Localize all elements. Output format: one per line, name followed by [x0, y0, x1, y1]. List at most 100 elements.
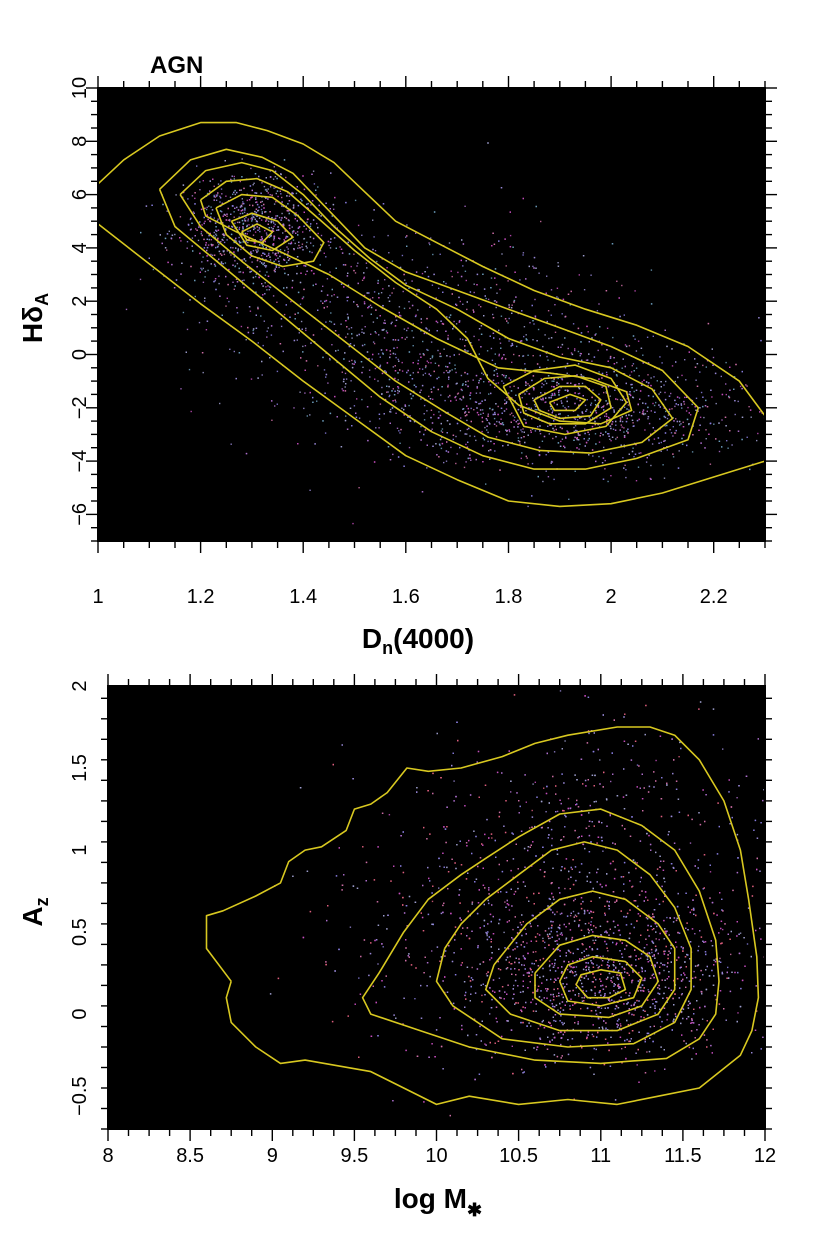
- scatter-point: [495, 382, 497, 385]
- scatter-point: [278, 260, 280, 263]
- scatter-point: [426, 444, 428, 446]
- scatter-point: [746, 385, 748, 387]
- scatter-point: [206, 255, 208, 257]
- scatter-point: [341, 371, 343, 373]
- scatter-point: [589, 418, 591, 420]
- scatter-point: [347, 318, 349, 320]
- scatter-point: [218, 282, 220, 285]
- scatter-point: [343, 358, 345, 360]
- scatter-point: [291, 193, 293, 195]
- scatter-point: [539, 425, 541, 427]
- scatter-point: [637, 403, 639, 406]
- scatter-point: [445, 450, 448, 452]
- scatter-point: [233, 251, 235, 253]
- scatter-point: [373, 291, 376, 293]
- scatter-point: [539, 430, 541, 432]
- scatter-point: [567, 347, 569, 350]
- scatter-point: [288, 200, 291, 202]
- scatter-point: [258, 276, 260, 279]
- scatter-point: [461, 239, 463, 241]
- scatter-point: [278, 237, 280, 239]
- scatter-point: [276, 370, 279, 373]
- scatter-point: [312, 396, 314, 399]
- scatter-point: [405, 282, 407, 284]
- scatter-point: [313, 183, 316, 185]
- scatter-point: [636, 1064, 638, 1066]
- scatter-point: [267, 198, 269, 200]
- scatter-point: [650, 303, 653, 305]
- scatter-point: [216, 194, 219, 196]
- scatter-point: [457, 392, 460, 394]
- scatter-point: [269, 211, 271, 213]
- scatter-point: [408, 446, 411, 449]
- scatter-point: [699, 407, 701, 409]
- scatter-point: [546, 275, 548, 277]
- scatter-point: [232, 247, 234, 249]
- scatter-point: [192, 250, 194, 252]
- scatter-point: [414, 315, 417, 318]
- scatter-point: [489, 407, 491, 410]
- scatter-point: [294, 313, 296, 315]
- scatter-point: [369, 298, 372, 300]
- scatter-point: [378, 297, 380, 299]
- scatter-point: [302, 351, 304, 353]
- scatter-point: [682, 434, 685, 436]
- scatter-point: [288, 227, 291, 229]
- scatter-point: [558, 391, 560, 394]
- scatter-point: [379, 366, 381, 368]
- scatter-point: [406, 336, 408, 339]
- scatter-point: [721, 446, 723, 448]
- scatter-point: [495, 425, 498, 427]
- scatter-point: [677, 376, 679, 379]
- scatter-point: [398, 306, 401, 308]
- scatter-point: [590, 274, 592, 276]
- scatter-point: [425, 327, 427, 329]
- scatter-point: [238, 221, 241, 224]
- scatter-point: [333, 237, 336, 239]
- scatter-point: [664, 439, 666, 442]
- scatter-point: [255, 211, 258, 214]
- scatter-point: [630, 383, 632, 386]
- scatter-point: [612, 976, 615, 978]
- scatter-point: [145, 205, 148, 207]
- scatter-point: [534, 412, 537, 414]
- scatter-point: [275, 266, 278, 268]
- scatter-point: [607, 480, 609, 483]
- scatter-point: [279, 190, 281, 192]
- scatter-point: [617, 929, 620, 932]
- scatter-point: [439, 438, 442, 441]
- scatter-point: [561, 343, 564, 346]
- scatter-point: [496, 372, 498, 375]
- scatter-point: [711, 348, 713, 350]
- scatter-point: [498, 329, 500, 332]
- scatter-point: [591, 417, 594, 419]
- scatter-point: [226, 215, 228, 217]
- scatter-point: [758, 317, 760, 319]
- scatter-point: [388, 814, 391, 816]
- scatter-point: [442, 291, 444, 293]
- scatter-point: [175, 279, 178, 281]
- scatter-point: [350, 327, 353, 329]
- scatter-point: [539, 354, 541, 357]
- scatter-point: [194, 295, 196, 298]
- scatter-point: [318, 213, 320, 216]
- scatter-point: [559, 913, 562, 915]
- scatter-point: [270, 220, 272, 222]
- scatter-point: [608, 433, 610, 435]
- scatter-point: [749, 409, 752, 411]
- scatter-point: [528, 384, 531, 387]
- scatter-point: [230, 213, 232, 215]
- scatter-point: [611, 421, 614, 423]
- scatter-point: [409, 419, 411, 422]
- scatter-point: [606, 422, 608, 424]
- scatter-point: [381, 386, 383, 389]
- scatter-point: [409, 393, 412, 395]
- scatter-point: [212, 244, 214, 246]
- scatter-point: [274, 268, 276, 270]
- scatter-point: [202, 267, 204, 270]
- scatter-point: [386, 385, 388, 387]
- scatter-point: [526, 390, 528, 393]
- scatter-point: [231, 175, 233, 177]
- scatter-point: [603, 409, 605, 411]
- scatter-point: [353, 390, 356, 392]
